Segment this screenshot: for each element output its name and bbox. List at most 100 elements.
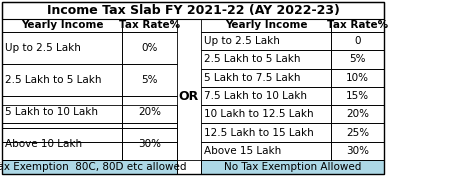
Bar <box>122 96 177 128</box>
Bar <box>331 123 384 142</box>
Bar <box>122 32 177 64</box>
Text: 5 Lakh to 7.5 Lakh: 5 Lakh to 7.5 Lakh <box>204 73 301 83</box>
Text: 2.5 Lakh to 5 Lakh: 2.5 Lakh to 5 Lakh <box>204 54 301 64</box>
Bar <box>122 64 177 96</box>
Text: 5%: 5% <box>349 54 366 64</box>
Bar <box>201 142 331 160</box>
Bar <box>331 142 384 160</box>
Bar <box>2 96 122 128</box>
Bar <box>2 64 122 96</box>
Bar <box>122 128 177 160</box>
Bar <box>201 50 331 69</box>
Text: Above 15 Lakh: Above 15 Lakh <box>204 146 281 156</box>
Text: Tax Rate%: Tax Rate% <box>119 20 180 30</box>
Bar <box>201 69 331 87</box>
Bar <box>201 69 331 87</box>
Text: OR: OR <box>179 90 199 102</box>
Bar <box>122 64 177 96</box>
Text: 20%: 20% <box>346 109 369 119</box>
Bar <box>331 123 384 142</box>
Text: 10%: 10% <box>346 73 369 83</box>
Bar <box>331 69 384 87</box>
Text: 15%: 15% <box>346 91 369 101</box>
Bar <box>177 19 201 32</box>
Bar <box>2 128 122 160</box>
Bar <box>2 19 122 32</box>
Bar <box>331 105 384 123</box>
Bar <box>177 160 201 174</box>
Text: 10 Lakh to 12.5 Lakh: 10 Lakh to 12.5 Lakh <box>204 109 314 119</box>
Bar <box>201 50 331 69</box>
Text: Yearly Income: Yearly Income <box>21 20 103 30</box>
Text: 25%: 25% <box>346 128 369 138</box>
Bar <box>2 2 384 174</box>
Bar <box>2 123 122 142</box>
Bar <box>2 64 122 96</box>
Bar <box>201 123 331 142</box>
Bar <box>2 2 384 19</box>
Bar <box>331 19 384 32</box>
Text: 0%: 0% <box>141 43 158 53</box>
Bar <box>2 160 177 174</box>
Bar <box>177 32 201 160</box>
Bar <box>2 105 122 123</box>
Bar <box>2 123 122 142</box>
Bar <box>201 87 331 105</box>
Text: 12.5 Lakh to 15 Lakh: 12.5 Lakh to 15 Lakh <box>204 128 314 138</box>
Text: 30%: 30% <box>346 146 369 156</box>
Bar <box>122 123 177 142</box>
Bar <box>122 142 177 160</box>
Text: 2.5 Lakh to 5 Lakh: 2.5 Lakh to 5 Lakh <box>5 75 101 85</box>
Bar <box>2 160 177 174</box>
Text: 30%: 30% <box>138 139 161 149</box>
Bar <box>2 32 122 64</box>
Bar <box>201 105 331 123</box>
Bar <box>331 69 384 87</box>
Bar <box>331 19 384 32</box>
Bar <box>2 128 122 160</box>
Bar <box>331 87 384 105</box>
Bar <box>331 32 384 50</box>
Bar <box>2 96 122 128</box>
Bar <box>122 19 177 32</box>
Bar <box>122 32 177 64</box>
Text: 5%: 5% <box>141 75 158 85</box>
Bar <box>331 87 384 105</box>
Text: Tax Rate%: Tax Rate% <box>327 20 388 30</box>
Bar <box>201 32 331 50</box>
Text: Up to 2.5 Lakh: Up to 2.5 Lakh <box>5 43 81 53</box>
Bar <box>2 105 122 123</box>
Text: Income Tax Slab FY 2021-22 (AY 2022-23): Income Tax Slab FY 2021-22 (AY 2022-23) <box>46 4 339 17</box>
Bar <box>122 142 177 160</box>
Bar <box>201 87 331 105</box>
Text: 5 Lakh to 10 Lakh: 5 Lakh to 10 Lakh <box>5 107 98 117</box>
Bar <box>122 105 177 123</box>
Bar <box>331 50 384 69</box>
Bar <box>122 123 177 142</box>
Bar <box>201 160 384 174</box>
Bar <box>2 142 122 160</box>
Text: No Tax Exemption Allowed: No Tax Exemption Allowed <box>224 162 361 172</box>
Bar <box>201 19 331 32</box>
Bar <box>331 32 384 50</box>
Bar <box>122 96 177 128</box>
Bar <box>2 2 384 19</box>
Text: Tax Exemption  80C, 80D etc allowed: Tax Exemption 80C, 80D etc allowed <box>0 162 186 172</box>
Text: 0: 0 <box>354 36 361 46</box>
Bar <box>201 123 331 142</box>
Bar <box>331 50 384 69</box>
Text: Up to 2.5 Lakh: Up to 2.5 Lakh <box>204 36 280 46</box>
Bar <box>201 160 384 174</box>
Bar <box>2 32 122 64</box>
Bar <box>201 105 331 123</box>
Text: Above 10 Lakh: Above 10 Lakh <box>5 139 82 149</box>
Text: 7.5 Lakh to 10 Lakh: 7.5 Lakh to 10 Lakh <box>204 91 307 101</box>
Bar <box>201 32 331 50</box>
Bar <box>122 105 177 123</box>
Bar <box>177 160 201 174</box>
Bar <box>331 142 384 160</box>
Bar <box>201 19 331 32</box>
Bar <box>2 142 122 160</box>
Bar <box>122 19 177 32</box>
Bar <box>331 105 384 123</box>
